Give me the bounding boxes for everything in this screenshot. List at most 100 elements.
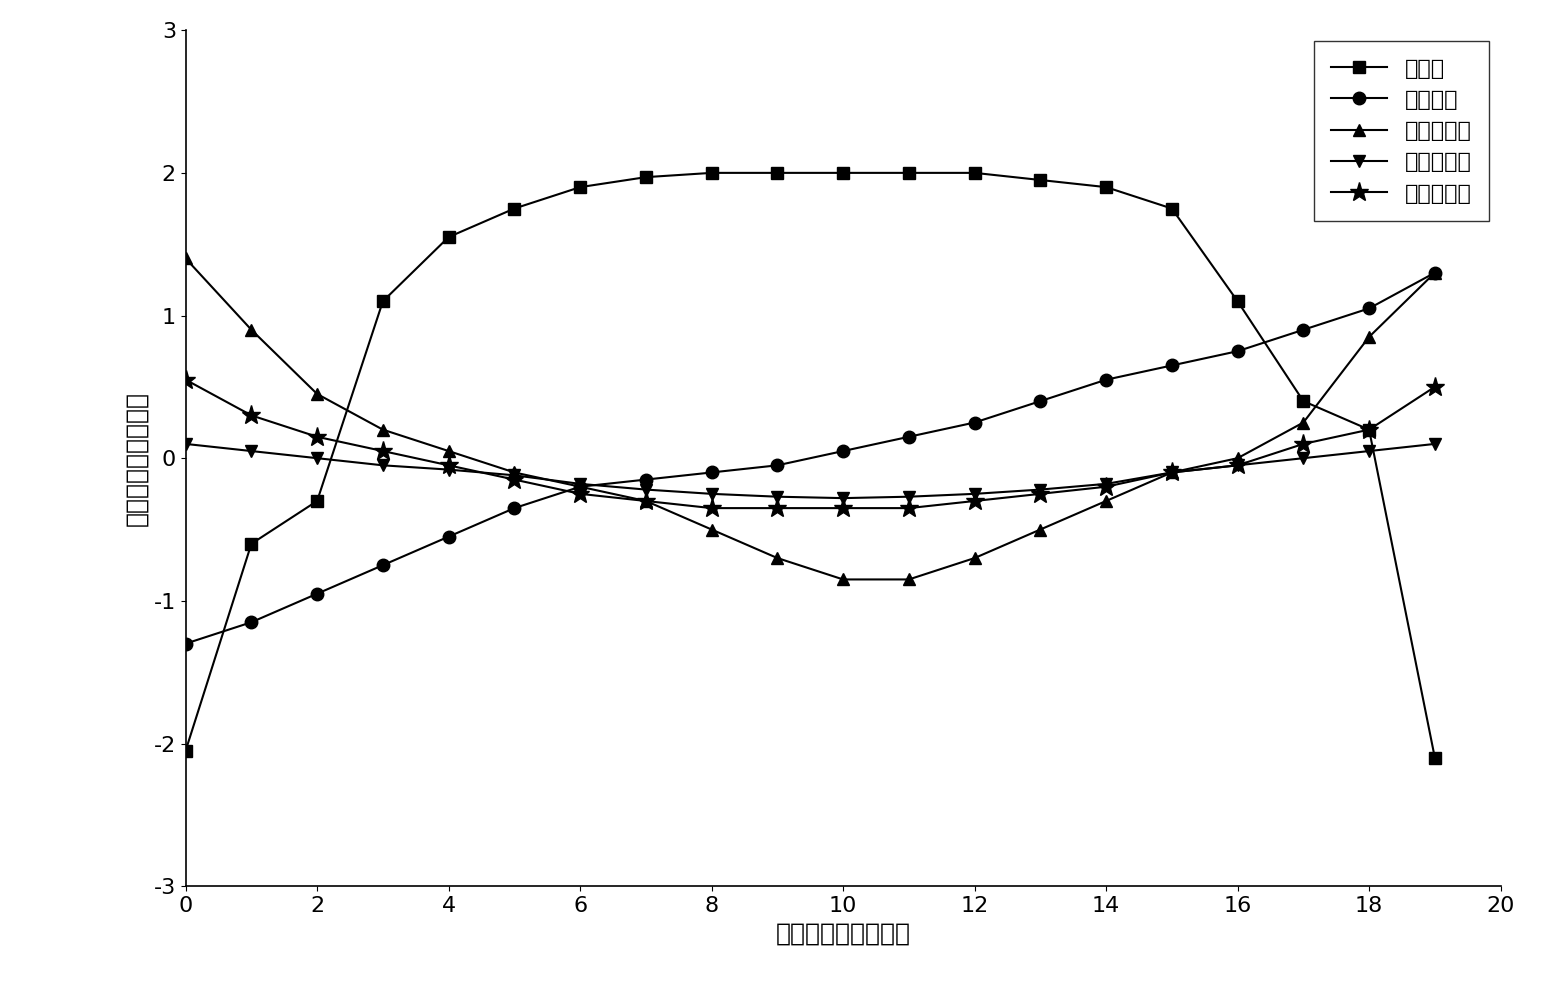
中间辊弯辊 [373,459,391,471]
中间辊横移 [1425,381,1443,393]
中间辊弯辊 [899,490,917,502]
Line: 轧辊倾斜: 轧辊倾斜 [179,267,1442,650]
中间辊横移 [767,502,786,515]
工作辊弯辊 [1293,417,1312,429]
轧制力 [1097,181,1115,193]
中间辊横移 [1030,487,1049,499]
工作辊弯辊 [767,552,786,564]
轧辊倾斜 [1293,324,1312,336]
中间辊横移 [965,495,984,508]
中间辊横移 [373,445,391,457]
工作辊弯辊 [702,524,721,536]
轧制力 [504,202,523,214]
中间辊横移 [1293,438,1312,450]
轧制力 [176,744,195,756]
中间辊横移 [176,374,195,386]
中间辊弯辊 [241,445,260,457]
中间辊弯辊 [308,452,326,464]
中间辊横移 [1228,459,1247,471]
轧辊倾斜 [1097,374,1115,386]
轧辊倾斜 [504,502,523,515]
中间辊弯辊 [439,463,458,475]
轧制力 [767,167,786,179]
工作辊弯辊 [1097,495,1115,508]
X-axis label: 带钢宽度方向测量点: 带钢宽度方向测量点 [775,921,911,946]
中间辊弯辊 [834,492,852,505]
中间辊弯辊 [1030,483,1049,495]
Line: 工作辊弯辊: 工作辊弯辊 [179,252,1442,586]
Line: 中间辊弯辊: 中间辊弯辊 [179,438,1442,505]
中间辊弯辊 [767,490,786,502]
工作辊弯辊 [1163,466,1182,478]
中间辊横移 [1360,424,1378,436]
中间辊横移 [899,502,917,515]
中间辊弯辊 [1228,459,1247,471]
轧制力 [834,167,852,179]
轧制力 [1228,295,1247,307]
工作辊弯辊 [1228,452,1247,464]
工作辊弯辊 [373,424,391,436]
轧辊倾斜 [1425,267,1443,279]
中间辊横移 [1097,480,1115,492]
轧制力 [241,538,260,550]
工作辊弯辊 [504,466,523,478]
中间辊横移 [571,487,589,499]
工作辊弯辊 [308,388,326,400]
工作辊弯辊 [439,445,458,457]
中间辊横移 [439,459,458,471]
轧辊倾斜 [571,480,589,492]
轧制力 [1360,424,1378,436]
中间辊弯辊 [636,483,654,495]
轧制力 [965,167,984,179]
轧制力 [439,231,458,243]
轧制力 [702,167,721,179]
中间辊横移 [1163,466,1182,478]
中间辊横移 [504,473,523,485]
Line: 轧制力: 轧制力 [179,166,1442,764]
工作辊弯辊 [965,552,984,564]
中间辊横移 [834,502,852,515]
中间辊弯辊 [1425,438,1443,450]
工作辊弯辊 [834,573,852,585]
Line: 中间辊横移: 中间辊横移 [176,370,1445,518]
工作辊弯辊 [176,253,195,265]
中间辊弯辊 [1097,478,1115,490]
中间辊横移 [636,495,654,508]
轧制力 [571,181,589,193]
中间辊弯辊 [176,438,195,450]
中间辊横移 [308,431,326,443]
轧辊倾斜 [241,616,260,628]
轧辊倾斜 [834,445,852,457]
中间辊弯辊 [1360,445,1378,457]
轧辊倾斜 [373,559,391,571]
Y-axis label: 调控功效系数先验值: 调控功效系数先验值 [124,391,149,526]
中间辊横移 [241,410,260,422]
轧制力 [636,171,654,183]
轧制力 [1030,174,1049,186]
轧辊倾斜 [308,588,326,600]
工作辊弯辊 [1030,524,1049,536]
工作辊弯辊 [899,573,917,585]
轧辊倾斜 [965,417,984,429]
轧辊倾斜 [1228,345,1247,357]
轧制力 [1293,395,1312,407]
中间辊弯辊 [1293,452,1312,464]
轧制力 [308,495,326,508]
轧辊倾斜 [1163,359,1182,372]
轧辊倾斜 [702,466,721,478]
轧辊倾斜 [1030,395,1049,407]
工作辊弯辊 [636,495,654,508]
工作辊弯辊 [571,480,589,492]
Legend: 轧制力, 轧辊倾斜, 工作辊弯辊, 中间辊弯辊, 中间辊横移: 轧制力, 轧辊倾斜, 工作辊弯辊, 中间辊弯辊, 中间辊横移 [1313,41,1490,222]
轧辊倾斜 [636,473,654,485]
中间辊弯辊 [1163,466,1182,478]
中间辊横移 [702,502,721,515]
轧辊倾斜 [767,459,786,471]
工作辊弯辊 [1360,331,1378,343]
轧辊倾斜 [439,531,458,543]
轧制力 [373,295,391,307]
工作辊弯辊 [241,324,260,336]
轧制力 [1425,751,1443,763]
轧辊倾斜 [176,637,195,650]
中间辊弯辊 [504,469,523,481]
